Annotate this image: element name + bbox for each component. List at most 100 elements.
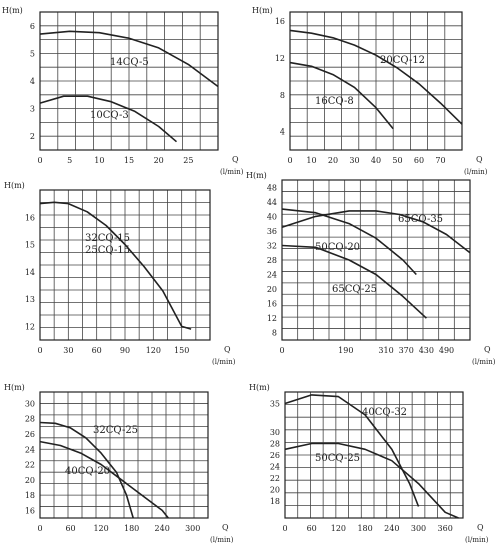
x-tick-label: 300 xyxy=(411,524,426,533)
x-tick-label: 0 xyxy=(279,346,284,355)
plot-frame xyxy=(39,11,219,151)
series-curve-32cq-15 xyxy=(39,201,192,330)
x-tick-label: 60 xyxy=(414,156,424,165)
y-tick-label: 26 xyxy=(25,430,35,439)
series-label: 32CQ-25 xyxy=(93,425,138,436)
x-tick-label: 0 xyxy=(37,524,42,533)
series-curve-50cq-25 xyxy=(284,442,459,519)
x-axis-label: Q xyxy=(477,523,484,532)
chart-2: H(m) Q (l/min) 0 10 20 30 40 50 60 70 4 8 12 16 20CQ-12… xyxy=(252,6,488,176)
y-tick-label: 12 xyxy=(25,322,35,331)
x-axis-label: Q xyxy=(232,155,239,164)
series-label: 20CQ-12 xyxy=(380,55,425,66)
x-tick-label: 430 xyxy=(419,346,434,355)
x-tick-label: 0 xyxy=(282,524,287,533)
y-tick-label: 44 xyxy=(267,198,277,207)
series-label: 40CQ-32 xyxy=(362,407,407,418)
plot-frame xyxy=(281,179,471,341)
x-tick-label: 15 xyxy=(124,156,134,165)
y-tick-label: 18 xyxy=(270,497,280,506)
x-tick-label: 240 xyxy=(155,524,170,533)
series-label: 65CQ-25 xyxy=(332,284,377,295)
y-tick-label: 48 xyxy=(267,183,277,192)
y-axis-label: H(m) xyxy=(4,383,25,392)
x-axis-unit: (l/min) xyxy=(464,168,488,176)
x-tick-label: 20 xyxy=(154,156,164,165)
y-tick-label: 20 xyxy=(267,285,277,294)
x-axis-label: Q xyxy=(484,345,491,354)
series-label: 32CQ-15 xyxy=(85,233,130,244)
x-tick-label: 10 xyxy=(306,156,316,165)
y-tick-label: 30 xyxy=(25,399,35,408)
plot-frame xyxy=(39,391,209,519)
x-tick-label: 0 xyxy=(37,346,42,355)
series-label: 16CQ-8 xyxy=(315,96,354,107)
x-tick-label: 30 xyxy=(349,156,359,165)
x-tick-label: 120 xyxy=(331,524,346,533)
series-label: 50CQ-25 xyxy=(315,453,360,464)
y-tick-label: 24 xyxy=(267,271,277,280)
series-curve-16cq-8 xyxy=(289,61,394,130)
x-tick-label: 150 xyxy=(174,346,189,355)
y-axis-label: H(m) xyxy=(249,383,270,392)
x-tick-label: 120 xyxy=(146,346,161,355)
x-tick-label: 60 xyxy=(307,524,317,533)
series-curve-14cq-5 xyxy=(39,30,219,88)
y-tick-label: 22 xyxy=(25,461,35,470)
x-tick-label: 10 xyxy=(94,156,104,165)
series-curve-65cq-35 xyxy=(281,210,471,254)
series-curve-50cq-20 xyxy=(281,208,417,276)
x-tick-label: 60 xyxy=(65,524,75,533)
x-tick-label: 0 xyxy=(287,156,292,165)
plot-frame xyxy=(39,189,211,341)
x-tick-label: 370 xyxy=(399,346,414,355)
chart-4: H(m) Q (l/min) 0 190 310 370 430 490 8 12 16 20 24 28 3… xyxy=(246,171,496,366)
y-tick-label: 12 xyxy=(275,54,285,63)
y-tick-label: 22 xyxy=(270,474,280,483)
y-tick-label: 13 xyxy=(25,295,35,304)
series-label: 40CQ-20 xyxy=(65,466,110,477)
y-tick-label: 16 xyxy=(25,506,35,515)
x-tick-label: 180 xyxy=(124,524,139,533)
x-tick-label: 70 xyxy=(435,156,445,165)
x-tick-label: 490 xyxy=(439,346,454,355)
series-label: 65CQ-35 xyxy=(398,214,443,225)
y-tick-label: 8 xyxy=(280,91,285,100)
x-tick-label: 40 xyxy=(371,156,381,165)
x-tick-label: 120 xyxy=(93,524,108,533)
plot-frame xyxy=(284,391,464,519)
y-tick-label: 28 xyxy=(270,440,280,449)
x-tick-label: 360 xyxy=(438,524,453,533)
y-tick-label: 12 xyxy=(267,314,277,323)
chart-1: H(m) Q (l/min) 0 5 10 15 20 25 2 3 4 5 6 14CQ-5 10CQ-3 xyxy=(2,6,244,176)
series-curve-40cq-20 xyxy=(39,440,169,519)
x-tick-label: 50 xyxy=(392,156,402,165)
y-tick-label: 16 xyxy=(25,213,35,222)
x-tick-label: 90 xyxy=(120,346,130,355)
y-tick-label: 6 xyxy=(30,22,35,31)
y-axis-label: H(m) xyxy=(4,181,25,190)
y-tick-label: 5 xyxy=(30,49,35,58)
y-tick-label: 30 xyxy=(270,428,280,437)
y-tick-label: 16 xyxy=(275,17,285,26)
x-axis-unit: (l/min) xyxy=(465,536,489,544)
y-tick-label: 3 xyxy=(30,105,35,114)
y-tick-label: 14 xyxy=(25,268,35,277)
y-axis-label: H(m) xyxy=(2,6,23,15)
x-tick-label: 180 xyxy=(357,524,372,533)
y-axis-label: H(m) xyxy=(246,171,267,180)
y-tick-label: 18 xyxy=(25,491,35,500)
series-label: 10CQ-3 xyxy=(90,110,129,121)
x-axis-label: Q xyxy=(476,155,483,164)
series-label: 25CQ-15 xyxy=(85,245,130,256)
series-curve-40cq-32 xyxy=(284,394,420,507)
x-axis-label: Q xyxy=(224,345,231,354)
x-tick-label: 60 xyxy=(92,346,102,355)
series-curve-10cq-3 xyxy=(39,95,178,143)
x-tick-label: 25 xyxy=(183,156,193,165)
x-tick-label: 190 xyxy=(338,346,353,355)
x-axis-unit: (l/min) xyxy=(220,168,244,176)
x-tick-label: 20 xyxy=(328,156,338,165)
y-tick-label: 20 xyxy=(270,485,280,494)
series-label: 50CQ-20 xyxy=(315,242,360,253)
